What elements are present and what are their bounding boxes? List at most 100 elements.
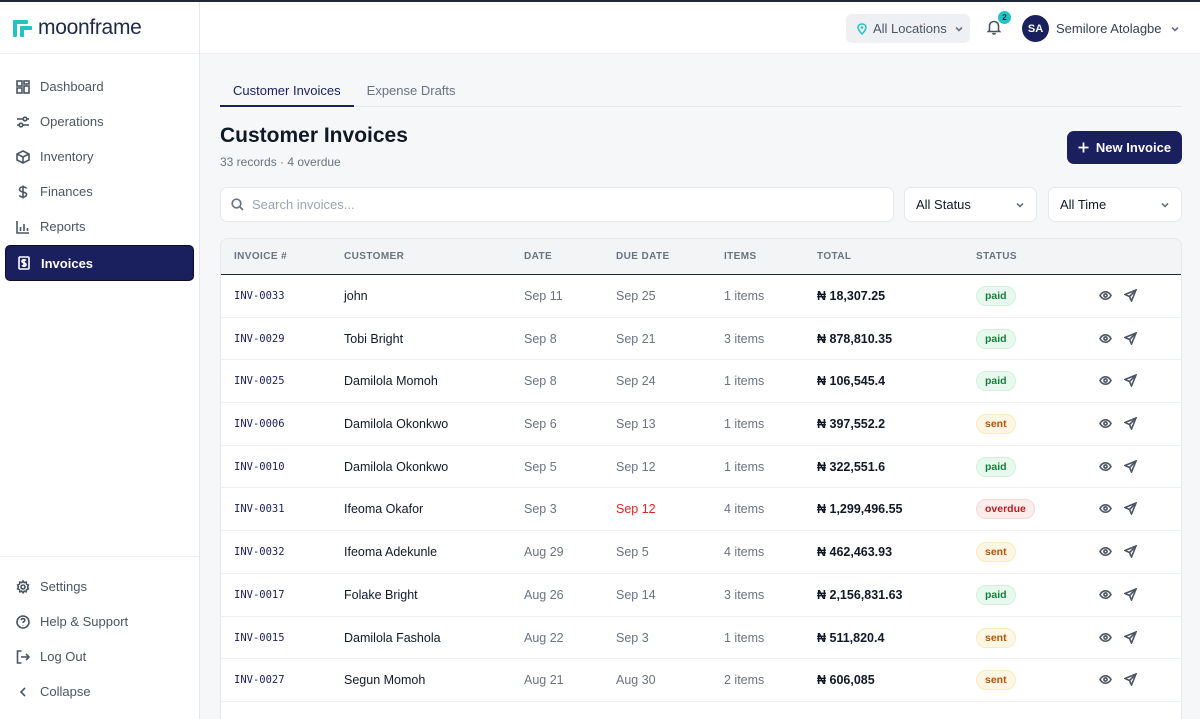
column-header-items[interactable]: ITEMS [724, 251, 757, 262]
send-invoice-button[interactable] [1122, 416, 1138, 432]
sidebar-item-label: Reports [40, 219, 86, 234]
send-icon [1122, 459, 1138, 474]
invoice-total: ₦ 606,085 [817, 673, 875, 688]
column-header-invoice[interactable]: INVOICE # [234, 251, 288, 262]
logo[interactable]: moonframe [0, 2, 199, 54]
item-count: 1 items [724, 374, 765, 389]
table-row[interactable]: INV-0006 Damilola Okonkwo Sep 6 Sep 13 1… [221, 403, 1181, 446]
send-invoice-button[interactable] [1122, 373, 1138, 389]
status-badge: sent [976, 542, 1016, 563]
search-input[interactable] [252, 197, 852, 212]
notification-count-badge: 2 [998, 11, 1011, 24]
item-count: 1 items [724, 417, 765, 432]
table-row[interactable]: INV-0032 Ifeoma Adekunle Aug 29 Sep 5 4 … [221, 531, 1181, 574]
location-selector[interactable]: All Locations [846, 14, 970, 43]
view-invoice-button[interactable] [1099, 673, 1112, 686]
send-invoice-button[interactable] [1122, 459, 1138, 474]
invoice-number[interactable]: INV-0029 [234, 332, 285, 345]
bar-chart-icon [16, 220, 29, 234]
item-count: 1 items [724, 459, 765, 474]
view-invoice-button[interactable] [1099, 502, 1112, 515]
status-badge: paid [976, 456, 1016, 477]
view-invoice-button[interactable] [1099, 332, 1112, 345]
tab-bar: Customer Invoices Expense Drafts [220, 76, 1182, 107]
table-row[interactable]: INV-0029 Tobi Bright Sep 8 Sep 21 3 item… [221, 318, 1181, 361]
invoice-number[interactable]: INV-0031 [234, 503, 285, 516]
invoice-number[interactable]: INV-0027 [234, 674, 285, 687]
send-invoice-button[interactable] [1122, 544, 1138, 560]
sidebar-item-help[interactable]: Help & Support [0, 604, 199, 639]
send-invoice-button[interactable] [1122, 501, 1138, 517]
invoice-number[interactable]: INV-0017 [234, 588, 285, 601]
table-row[interactable]: INV-0033 john Sep 11 Sep 25 1 items ₦ 18… [221, 275, 1181, 318]
view-invoice-button[interactable] [1099, 289, 1112, 302]
invoice-date: Aug 26 [524, 587, 564, 602]
table-row[interactable]: INV-0027 Segun Momoh Aug 21 Aug 30 2 ite… [221, 659, 1181, 702]
view-invoice-button[interactable] [1099, 631, 1112, 644]
due-date: Sep 5 [616, 545, 649, 560]
sidebar-item-operations[interactable]: Operations [0, 104, 199, 139]
send-icon [1122, 501, 1138, 517]
invoices-table: INVOICE # CUSTOMER DATE DUE DATE ITEMS T… [220, 238, 1182, 719]
tab-expense-drafts[interactable]: Expense Drafts [366, 83, 456, 98]
invoice-number[interactable]: INV-0032 [234, 546, 285, 559]
sliders-icon [17, 115, 29, 128]
status-filter-select[interactable]: All Status [904, 187, 1037, 222]
column-header-customer[interactable]: CUSTOMER [344, 251, 405, 262]
send-invoice-button[interactable] [1122, 672, 1138, 688]
map-pin-icon [857, 22, 867, 35]
view-invoice-button[interactable] [1099, 417, 1112, 430]
sidebar-item-logout[interactable]: Log Out [0, 639, 199, 674]
user-name: Semilore Atolagbe [1056, 21, 1162, 36]
sidebar-item-settings[interactable]: Settings [0, 569, 199, 604]
send-invoice-button[interactable] [1122, 288, 1138, 304]
table-body: INV-0033 john Sep 11 Sep 25 1 items ₦ 18… [221, 275, 1181, 702]
status-badge: paid [976, 371, 1016, 392]
invoice-number[interactable]: INV-0006 [234, 418, 285, 431]
invoice-total: ₦ 18,307.25 [817, 289, 886, 303]
sidebar-item-dashboard[interactable]: Dashboard [0, 69, 199, 104]
sidebar-item-reports[interactable]: Reports [0, 209, 199, 244]
send-invoice-button[interactable] [1122, 630, 1138, 645]
status-badge: paid [976, 286, 1016, 306]
user-menu[interactable]: SA Semilore Atolagbe [1022, 14, 1180, 43]
table-row[interactable]: INV-0015 Damilola Fashola Aug 22 Sep 3 1… [221, 617, 1181, 660]
table-row[interactable]: INV-0017 Folake Bright Aug 26 Sep 14 3 i… [221, 574, 1181, 617]
view-invoice-button[interactable] [1099, 374, 1112, 387]
time-filter-select[interactable]: All Time [1048, 187, 1182, 222]
table-row[interactable]: INV-0031 Ifeoma Okafor Sep 3 Sep 12 4 it… [221, 488, 1181, 532]
invoice-number[interactable]: INV-0025 [234, 375, 285, 388]
sidebar-item-label: Inventory [40, 149, 94, 164]
bell-icon [986, 20, 1002, 35]
invoice-number[interactable]: INV-0015 [234, 631, 285, 644]
tab-customer-invoices[interactable]: Customer Invoices [220, 76, 354, 107]
sidebar-item-finances[interactable]: Finances [0, 174, 199, 209]
sidebar: moonframe Dashboard Operations Inventory… [0, 2, 200, 719]
column-header-total[interactable]: TOTAL [817, 251, 852, 262]
sidebar-item-inventory[interactable]: Inventory [0, 139, 199, 174]
invoice-total: ₦ 511,820.4 [817, 630, 885, 645]
sidebar-item-collapse[interactable]: Collapse [0, 674, 199, 709]
invoice-number[interactable]: INV-0033 [234, 290, 285, 302]
view-invoice-button[interactable] [1099, 545, 1112, 558]
sidebar-item-label: Finances [40, 184, 93, 199]
sidebar-item-label: Collapse [40, 684, 91, 699]
column-header-due-date[interactable]: DUE DATE [616, 251, 670, 262]
invoice-total: ₦ 2,156,831.63 [817, 587, 903, 602]
sidebar-bottom-nav: Settings Help & Support Log Out Collapse [0, 556, 199, 709]
column-header-status[interactable]: STATUS [976, 251, 1017, 262]
view-invoice-button[interactable] [1099, 460, 1112, 473]
notifications-button[interactable] [986, 19, 1002, 35]
send-invoice-button[interactable] [1122, 331, 1138, 346]
new-invoice-button[interactable]: New Invoice [1067, 131, 1182, 164]
send-invoice-button[interactable] [1122, 587, 1138, 602]
view-invoice-button[interactable] [1099, 588, 1112, 601]
table-row[interactable]: INV-0025 Damilola Momoh Sep 8 Sep 24 1 i… [221, 360, 1181, 404]
invoice-number[interactable]: INV-0010 [234, 460, 285, 473]
column-header-date[interactable]: DATE [524, 251, 553, 262]
eye-icon [1099, 675, 1112, 685]
table-row[interactable]: INV-0010 Damilola Okonkwo Sep 5 Sep 12 1… [221, 446, 1181, 489]
invoice-total: ₦ 1,299,496.55 [817, 502, 903, 517]
sidebar-item-invoices[interactable]: Invoices [5, 245, 194, 281]
dollar-icon [18, 185, 28, 198]
